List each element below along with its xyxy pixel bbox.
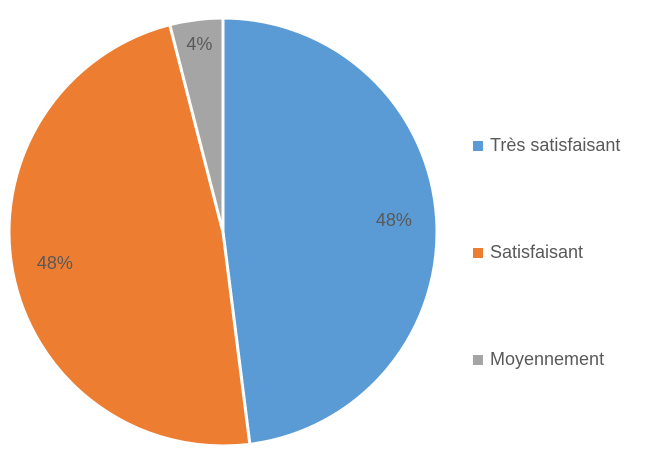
data-label: 48% <box>37 253 73 273</box>
legend-swatch <box>473 248 483 258</box>
pie-slice <box>7 22 252 448</box>
legend-label: Très satisfaisant <box>490 135 620 155</box>
data-label: 48% <box>376 210 412 230</box>
legend-swatch <box>473 141 483 151</box>
legend-label: Moyennement <box>490 349 604 369</box>
legend-swatch <box>473 355 483 365</box>
pie-slice <box>221 16 439 446</box>
pie-slice <box>167 16 225 233</box>
data-label: 4% <box>186 34 212 54</box>
legend-label: Satisfaisant <box>490 242 583 262</box>
